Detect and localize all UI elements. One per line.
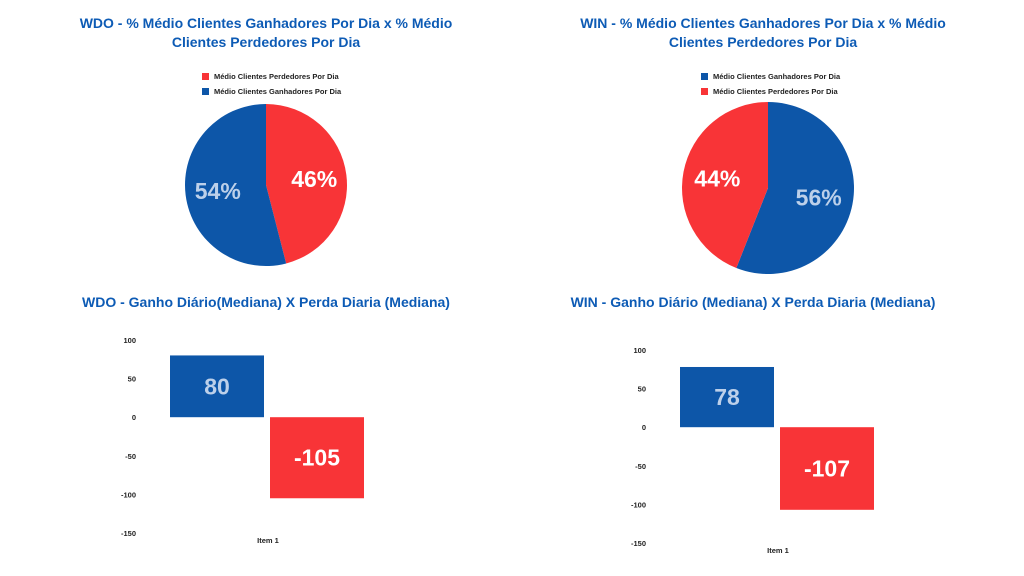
legend-item[interactable]: Médio Clientes Perdedores Por Dia <box>202 69 341 84</box>
bar[interactable] <box>780 427 874 510</box>
win-pie-title-line2: Clientes Perdedores Por Dia <box>668 34 858 50</box>
wdo-pie-legend: Médio Clientes Perdedores Por Dia Médio … <box>202 69 341 99</box>
win-bar-chart: 100 50 0 -50 -100 -150 78 -107 Item 1 <box>631 346 874 555</box>
wdo-bar-title: WDO - Ganho Diário(Mediana) X Perda Diar… <box>82 294 450 310</box>
y-tick-label: -50 <box>635 462 646 471</box>
pie-slice-label: 56% <box>796 185 842 211</box>
bar-value-label: 80 <box>204 373 230 399</box>
y-tick-label: 50 <box>128 375 136 384</box>
legend-label: Médio Clientes Perdedores Por Dia <box>713 87 838 96</box>
bar[interactable] <box>680 366 774 428</box>
legend-swatch-loss <box>202 73 209 80</box>
bar[interactable] <box>170 355 264 418</box>
wdo-pie-title: WDO - % Médio Clientes Ganhadores Por Di… <box>30 14 502 52</box>
pie-slice-label: 44% <box>694 165 740 191</box>
bar-value-label: -105 <box>294 445 340 471</box>
y-tick-label: 50 <box>638 385 646 394</box>
win-pie-chart: 56% 44% <box>682 102 854 274</box>
pie-slice[interactable] <box>184 104 287 266</box>
bar[interactable] <box>270 417 364 499</box>
legend-label: Médio Clientes Perdedores Por Dia <box>214 72 339 81</box>
pie-slice-label: 46% <box>291 166 337 192</box>
legend-label: Médio Clientes Ganhadores Por Dia <box>214 87 342 96</box>
pie-slice[interactable] <box>682 102 768 268</box>
x-category-label: Item 1 <box>767 546 789 555</box>
bar-value-label: -107 <box>804 456 850 482</box>
win-pie-title-line1: WIN - % Médio Clientes Ganhadores Por Di… <box>580 15 946 31</box>
legend-label: Médio Clientes Ganhadores Por Dia <box>713 72 841 81</box>
legend-swatch-gain <box>701 73 708 80</box>
x-category-label: Item 1 <box>257 536 279 545</box>
win-pie-title: WIN - % Médio Clientes Ganhadores Por Di… <box>530 14 996 52</box>
pie-slice-label: 54% <box>195 178 241 204</box>
pie-slice[interactable] <box>266 104 347 264</box>
y-tick-label: -150 <box>631 539 646 548</box>
y-tick-label: -100 <box>121 490 136 499</box>
y-tick-label: 0 <box>642 423 646 432</box>
bar-value-label: 78 <box>714 384 740 410</box>
y-tick-label: 0 <box>132 413 136 422</box>
y-tick-label: -50 <box>125 452 136 461</box>
pie-slice[interactable] <box>736 102 854 274</box>
win-pie-legend: Médio Clientes Ganhadores Por Dia Médio … <box>701 69 840 99</box>
y-tick-label: -150 <box>121 529 136 538</box>
wdo-pie-chart: 46% 54% <box>184 104 347 266</box>
y-tick-label: 100 <box>123 336 136 345</box>
wdo-bar-chart: 100 50 0 -50 -100 -150 80 -105 Item 1 <box>121 336 364 545</box>
win-bar-title: WIN - Ganho Diário (Mediana) X Perda Dia… <box>570 294 936 310</box>
wdo-pie-title-line2: Clientes Perdedores Por Dia <box>171 34 361 50</box>
wdo-pie-title-line1: WDO - % Médio Clientes Ganhadores Por Di… <box>79 15 453 31</box>
legend-item[interactable]: Médio Clientes Perdedores Por Dia <box>701 84 840 99</box>
legend-item[interactable]: Médio Clientes Ganhadores Por Dia <box>701 69 840 84</box>
legend-item[interactable]: Médio Clientes Ganhadores Por Dia <box>202 84 341 99</box>
y-tick-label: -100 <box>631 500 646 509</box>
legend-swatch-gain <box>202 88 209 95</box>
y-tick-label: 100 <box>633 346 646 355</box>
legend-swatch-loss <box>701 88 708 95</box>
